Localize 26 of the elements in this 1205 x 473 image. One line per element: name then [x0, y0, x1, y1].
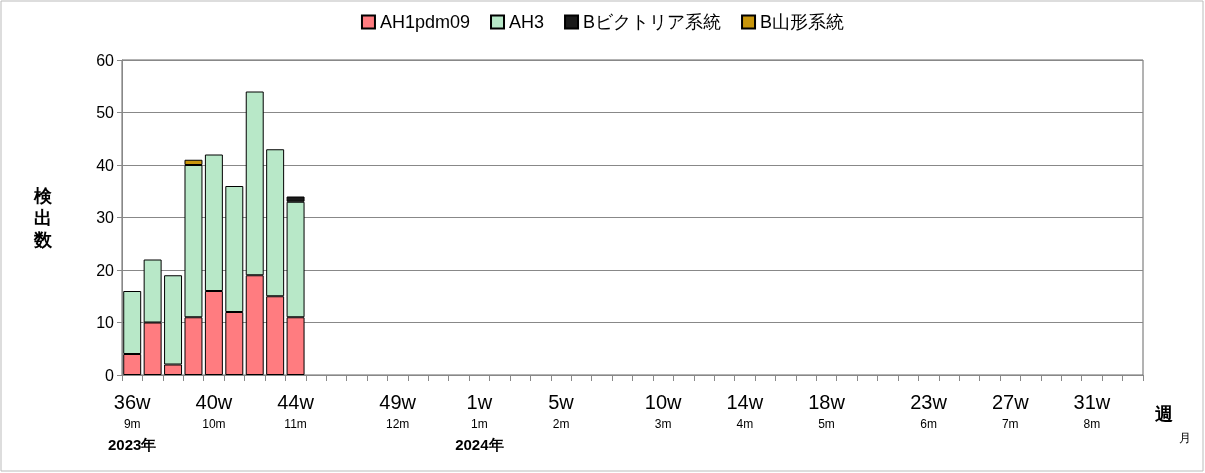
y-tick-label: 10 — [96, 314, 115, 331]
y-tick-label: 50 — [96, 104, 115, 121]
x-tick-label: 49w 12m — [379, 391, 417, 431]
y-axis-title: 検出数 — [33, 185, 53, 250]
y-tick-label: 30 — [96, 209, 115, 226]
x-tick-label: 23w 6m — [910, 391, 948, 431]
x-tick-label: 31w 8m — [1073, 391, 1111, 431]
x-tick-label: 36w 9m 2023年 — [108, 391, 157, 453]
x-axis-title: 週 — [1154, 404, 1173, 424]
legend-label: B山形系統 — [760, 12, 845, 32]
x-tick-label: 1w 1m 2024年 — [455, 391, 504, 453]
y-tick-label: 20 — [96, 261, 115, 279]
y-tick-label: 60 — [96, 51, 115, 69]
y-tick-label: 0 — [105, 366, 115, 384]
text: 月 — [1179, 431, 1191, 445]
x-tick-label: 10w 3m — [644, 391, 683, 431]
y-tick-label: 40 — [96, 156, 115, 174]
legend-label: AH3 — [509, 12, 545, 32]
x-tick-label: 44w 11m — [277, 391, 315, 431]
x-tick-label: 18w 5m — [808, 391, 846, 431]
x-tick-label: 14w 4m — [726, 391, 764, 431]
legend-label: AH1pdm09 — [379, 12, 471, 32]
x-tick-label: 5w 2m — [548, 391, 575, 431]
legend-label: Bビクトリア系統 — [583, 12, 722, 32]
x-tick-label: 40w 10m — [195, 391, 233, 431]
x-tick-label: 27w 7m — [991, 391, 1030, 431]
